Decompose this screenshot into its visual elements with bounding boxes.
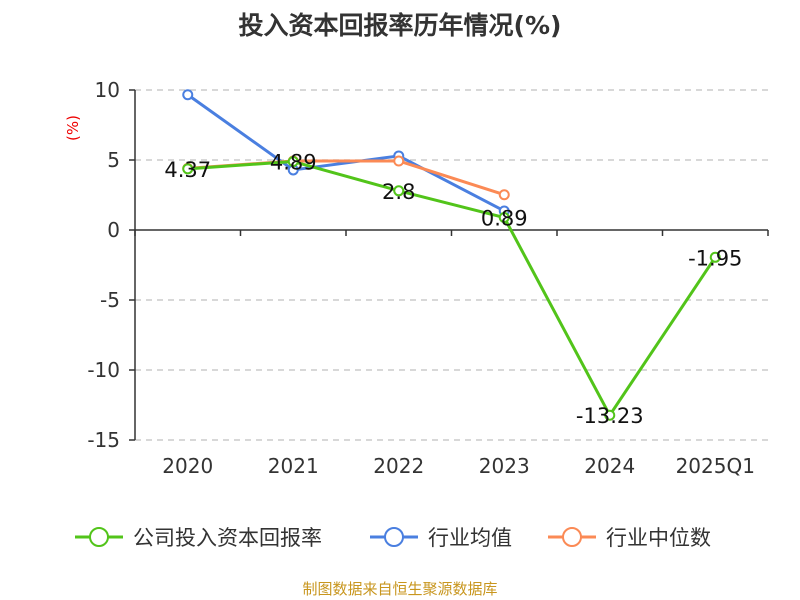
y-axis-label: (%) (64, 115, 82, 141)
data-label: -1.95 (688, 246, 742, 270)
data-point (604, 409, 616, 421)
x-tick-label: 2022 (373, 454, 424, 478)
data-point (182, 163, 194, 175)
data-point (498, 189, 510, 201)
x-tick-label: 2024 (584, 454, 635, 478)
legend-marker-icon (562, 527, 582, 547)
series-line-1 (186, 93, 505, 213)
y-tick-label: 0 (107, 218, 120, 242)
x-tick-label: 2025Q1 (676, 454, 755, 478)
legend-label: 行业均值 (428, 526, 512, 550)
data-point (393, 185, 405, 197)
chart-title: 投入资本回报率历年情况(%) (238, 11, 562, 40)
legend-label: 公司投入资本回报率 (133, 526, 322, 550)
y-tick-label: -5 (100, 288, 120, 312)
y-tick-label: 5 (107, 148, 120, 172)
x-tick-label: 2020 (162, 454, 213, 478)
legend-marker-icon (89, 527, 109, 547)
data-point (393, 155, 405, 167)
data-label: -13.23 (576, 404, 644, 428)
y-tick-label: 10 (95, 78, 120, 102)
data-label: 4.89 (270, 151, 317, 175)
series-line-0 (187, 160, 717, 417)
data-label: 0.89 (481, 207, 528, 231)
data-point (498, 212, 510, 224)
y-tick-label: -15 (87, 428, 120, 452)
x-tick-label: 2023 (479, 454, 530, 478)
x-tick-label: 2021 (268, 454, 319, 478)
data-point (182, 89, 194, 101)
data-label: 2.8 (382, 180, 415, 204)
data-point (287, 156, 299, 168)
data-label: 4.37 (164, 158, 211, 182)
legend-label: 行业中位数 (606, 526, 711, 550)
source-note: 制图数据来自恒生聚源数据库 (302, 580, 498, 598)
y-tick-label: -10 (87, 358, 120, 382)
legend-marker-icon (384, 527, 404, 547)
data-point (709, 251, 721, 263)
